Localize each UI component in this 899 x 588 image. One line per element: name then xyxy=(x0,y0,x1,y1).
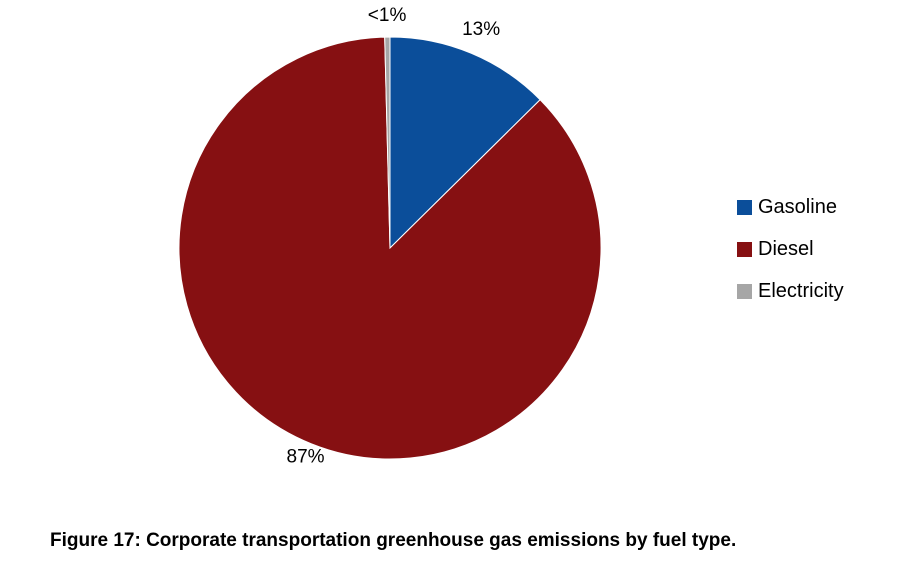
legend-swatch-diesel xyxy=(737,241,752,257)
pie-slice-electricity xyxy=(384,36,391,249)
pie-chart: 13% 87% <1% xyxy=(178,5,602,467)
pie-slice-diesel xyxy=(178,36,602,460)
data-label-diesel: 87% xyxy=(287,446,325,467)
legend-label-gasoline: Gasoline xyxy=(758,195,837,218)
figure-caption: Figure 17: Corporate transportation gree… xyxy=(50,530,737,551)
legend-item-diesel: Diesel xyxy=(737,235,844,263)
legend-swatch-gasoline xyxy=(737,199,752,215)
legend-label-electricity: Electricity xyxy=(758,279,844,302)
data-label-electricity: <1% xyxy=(368,5,407,26)
pie-slices xyxy=(178,36,602,460)
legend-swatch-electricity xyxy=(737,283,752,299)
chart-legend: Gasoline Diesel Electricity xyxy=(737,193,844,319)
pie-slice-gasoline xyxy=(389,36,541,250)
legend-item-electricity: Electricity xyxy=(737,277,844,305)
data-label-gasoline: 13% xyxy=(462,19,500,40)
pie-data-labels: 13% 87% <1% xyxy=(287,5,501,467)
legend-label-diesel: Diesel xyxy=(758,237,814,260)
legend-item-gasoline: Gasoline xyxy=(737,193,844,221)
